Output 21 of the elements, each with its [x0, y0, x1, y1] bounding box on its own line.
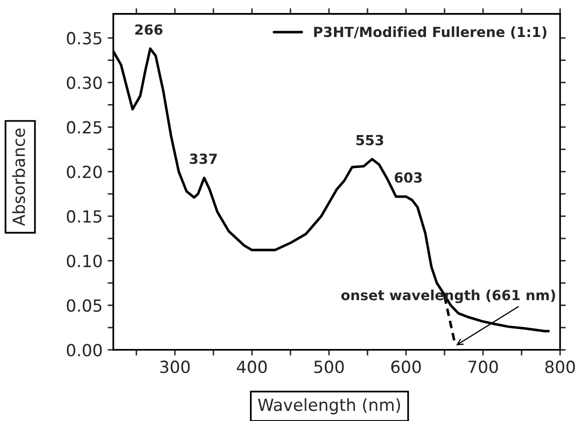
annotation: 337: [190, 154, 217, 164]
y-tick-label: 0.35: [66, 32, 102, 45]
x-tick-label: 500: [314, 360, 344, 374]
y-axis-title: Absorbance: [12, 128, 26, 226]
y-tick-label: 0.30: [66, 76, 102, 90]
annotation: 553: [356, 134, 384, 146]
y-tick-label: 0.25: [66, 121, 102, 134]
x-tick-label: 300: [160, 360, 190, 374]
y-tick-label: 0.05: [66, 299, 102, 312]
x-tick-label: 600: [391, 360, 421, 374]
annotation: 266: [135, 24, 162, 35]
y-tick-label: 0.10: [66, 254, 102, 268]
y-tick-label: 0.15: [66, 210, 102, 223]
x-axis-title: Wavelength (nm): [258, 398, 400, 414]
y-tick-label: 0.20: [66, 166, 102, 178]
x-tick-label: 400: [236, 360, 267, 374]
x-tick-label: 700: [468, 360, 498, 374]
annotation: 603: [394, 172, 422, 183]
x-tick-label: 800: [545, 360, 575, 374]
y-tick-label: 0.00: [66, 344, 102, 356]
legend-label: P3HT/Modified Fullerene (1:1): [314, 26, 546, 39]
